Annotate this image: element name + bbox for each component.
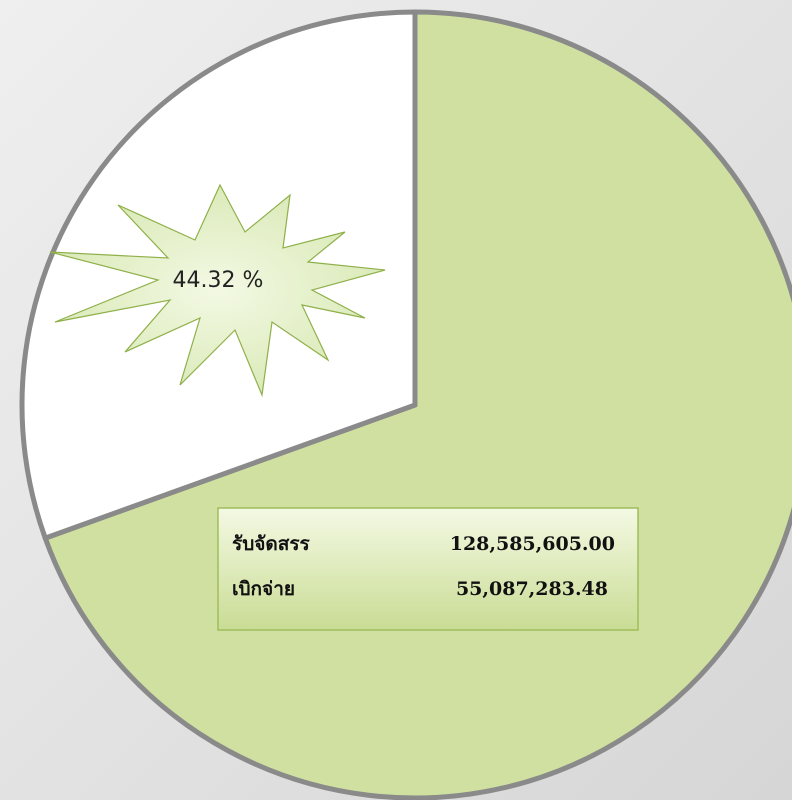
pie	[19, 9, 792, 800]
row-label: เบิกจ่าย	[232, 578, 295, 600]
annotation: 44.32 %	[173, 268, 264, 293]
info-box	[217, 507, 639, 631]
row-value: 128,585,605.00	[450, 533, 615, 555]
starburst	[49, 183, 386, 398]
row-value: 55,087,283.48	[456, 578, 608, 600]
row-label: รับจัดสรร	[232, 533, 311, 555]
